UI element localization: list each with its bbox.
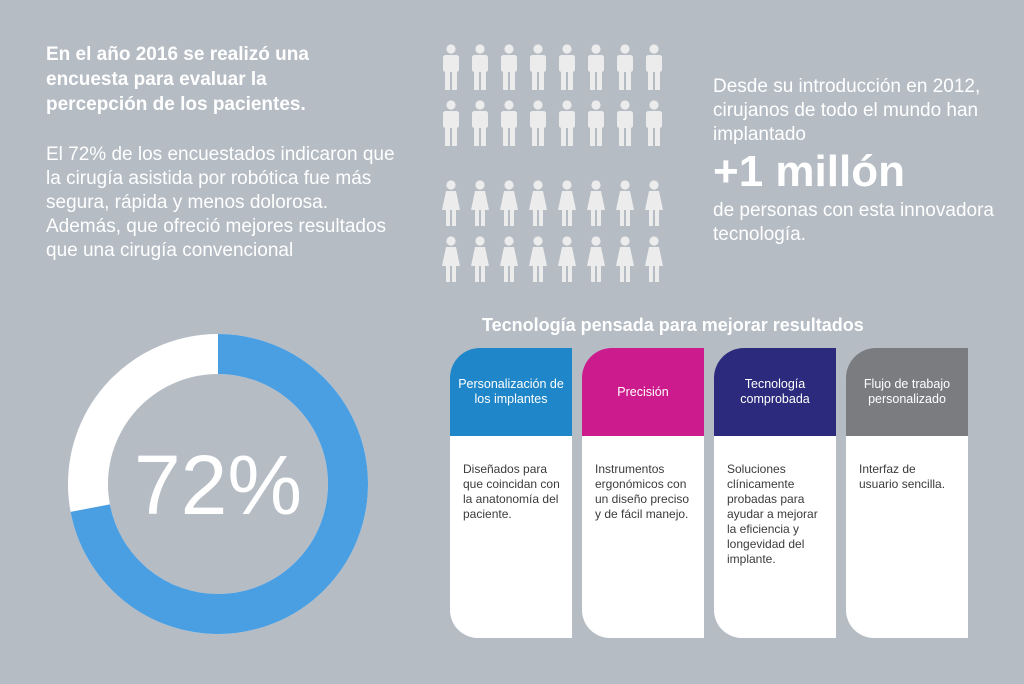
person-female-icon [469, 180, 491, 231]
person-female-icon [585, 180, 607, 231]
person-male-icon [585, 44, 607, 95]
person-male-icon [527, 100, 549, 151]
impact-block: Desde su introducción en 2012, cirujanos… [713, 75, 1003, 247]
card-description: Soluciones clínicamente probadas para ay… [714, 436, 836, 638]
person-female-icon [556, 236, 578, 287]
donut-percentage-label: 72% [134, 438, 302, 532]
survey-description: El 72% de los encuestados indicaron que … [46, 144, 395, 261]
impact-big-number: +1 millón [713, 147, 905, 196]
person-male-icon [440, 100, 462, 151]
person-male-icon [614, 44, 636, 95]
person-female-icon [440, 180, 462, 231]
person-male-icon [643, 44, 665, 95]
person-female-icon [527, 180, 549, 231]
person-female-icon [498, 236, 520, 287]
card-title: Precisión [617, 384, 669, 399]
person-female-icon [469, 236, 491, 287]
person-male-icon [556, 100, 578, 151]
card-description: Instrumentos ergonómicos con un diseño p… [582, 436, 704, 638]
section-title: Tecnología pensada para mejorar resultad… [482, 315, 864, 335]
card-header: Tecnología comprobada [714, 348, 836, 436]
card-title: Flujo de trabajo personalizado [863, 377, 951, 406]
person-male-icon [498, 100, 520, 151]
person-male-icon [556, 44, 578, 95]
person-male-icon [527, 44, 549, 95]
person-male-icon [585, 100, 607, 151]
person-female-icon [643, 180, 665, 231]
person-female-icon [440, 236, 462, 287]
card-header: Flujo de trabajo personalizado [846, 348, 968, 436]
person-female-icon [614, 180, 636, 231]
feature-card-precision: Precisión Instrumentos ergonómicos con u… [582, 348, 704, 638]
person-male-icon [469, 100, 491, 151]
feature-card-workflow: Flujo de trabajo personalizado Interfaz … [846, 348, 968, 638]
person-female-icon [527, 236, 549, 287]
person-female-icon [556, 180, 578, 231]
person-female-icon [643, 236, 665, 287]
card-title: Personalización de los implantes [458, 377, 564, 406]
card-title: Tecnología comprobada [740, 377, 810, 406]
card-description: Interfaz de usuario sencilla. [846, 436, 968, 638]
donut-fill-arc [68, 334, 368, 634]
survey-heading: En el año 2016 se realizó una encuesta p… [46, 44, 309, 115]
feature-card-proven-technology: Tecnología comprobada Soluciones clínica… [714, 348, 836, 638]
person-female-icon [614, 236, 636, 287]
card-description: Diseñados para que coincidan con la anat… [450, 436, 572, 638]
person-male-icon [498, 44, 520, 95]
person-female-icon [585, 236, 607, 287]
person-female-icon [498, 180, 520, 231]
feature-card-implants: Personalización de los implantes Diseñad… [450, 348, 572, 638]
impact-outro: de personas con esta innovadora tecnolog… [713, 200, 994, 245]
person-male-icon [643, 100, 665, 151]
card-header: Personalización de los implantes [450, 348, 572, 436]
card-header: Precisión [582, 348, 704, 436]
impact-intro: Desde su introducción en 2012, cirujanos… [713, 76, 981, 145]
person-male-icon [440, 44, 462, 95]
percentage-donut-chart: 72% [68, 334, 368, 634]
person-male-icon [614, 100, 636, 151]
person-male-icon [469, 44, 491, 95]
